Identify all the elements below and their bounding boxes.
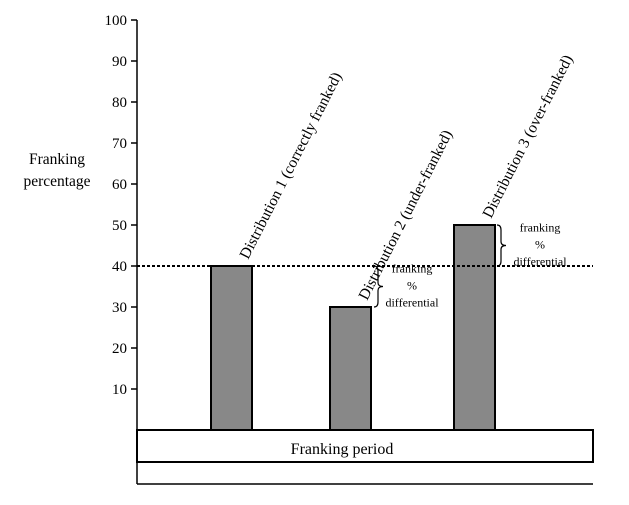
bar bbox=[329, 306, 372, 431]
y-tick-label: 100 bbox=[105, 13, 128, 29]
bar-label: Distribution 2 (under-franked) bbox=[355, 127, 456, 302]
y-tick-label: 50 bbox=[112, 218, 127, 234]
bar bbox=[453, 224, 496, 431]
x-axis-band bbox=[136, 429, 594, 463]
brace-icon bbox=[373, 265, 384, 308]
y-axis-label-line2: percentage bbox=[23, 173, 90, 190]
y-tick-label: 40 bbox=[112, 259, 127, 275]
y-tick-label: 10 bbox=[112, 382, 127, 398]
y-axis-label-line1: Franking bbox=[29, 151, 85, 168]
y-tick-label: 20 bbox=[112, 341, 127, 357]
annotation-label: franking bbox=[392, 262, 433, 276]
bar-label: Distribution 1 (correctly franked) bbox=[236, 70, 345, 262]
bar bbox=[210, 265, 253, 431]
y-tick-label: 90 bbox=[112, 54, 127, 70]
bar-label: Distribution 3 (over-franked) bbox=[479, 52, 576, 221]
y-axis: 10 20 30 40 50 60 70 80 90 100 bbox=[105, 13, 138, 484]
y-tick-label: 70 bbox=[112, 136, 127, 152]
brace-icon bbox=[496, 224, 507, 267]
annotation-label: % bbox=[407, 279, 417, 293]
bars bbox=[210, 224, 496, 431]
annotations: franking% differential franking% differenti… bbox=[373, 221, 567, 310]
annotation-label: franking bbox=[520, 221, 561, 235]
annotation-label: differential bbox=[385, 296, 439, 310]
x-axis-label: Franking period bbox=[291, 441, 394, 458]
annotation-label: % bbox=[535, 238, 545, 252]
y-tick-label: 30 bbox=[112, 300, 127, 316]
y-tick-label: 60 bbox=[112, 177, 127, 193]
y-tick-label: 80 bbox=[112, 95, 127, 111]
annotation-label: differential bbox=[513, 255, 567, 269]
